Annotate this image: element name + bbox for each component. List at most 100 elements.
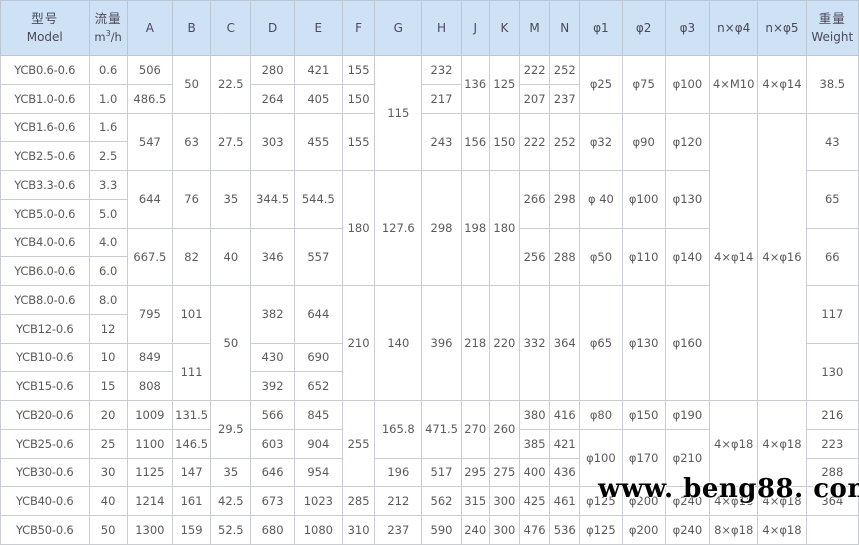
cell-J: 315: [460, 486, 490, 516]
cell-phi3: φ210: [664, 428, 711, 488]
cell-G: 237: [374, 515, 423, 545]
cell-H: 298: [421, 170, 462, 286]
cell-flow: 20: [88, 400, 128, 430]
cell-A: 849: [126, 342, 173, 373]
cell-N: 298: [549, 170, 581, 229]
cell-phi1: φ125: [579, 486, 623, 516]
header-model-en: Model: [26, 30, 63, 45]
cell-nphi4: 4×φ18: [709, 399, 759, 488]
header-weight: 重量 Weight: [805, 0, 859, 56]
cell-N: 364: [549, 285, 581, 401]
cell-model: YCB3.3-0.6: [0, 170, 90, 200]
cell-weight: 66: [805, 227, 859, 286]
cell-B: 147: [171, 457, 212, 488]
cell-phi2: φ75: [621, 55, 666, 114]
cell-phi3: φ120: [664, 112, 711, 171]
cell-F: 155: [341, 55, 376, 85]
cell-D: 303: [250, 112, 295, 171]
cell-B: 50: [171, 55, 212, 114]
header-nphi5: n×φ5: [757, 0, 807, 56]
cell-phi2: φ100: [621, 170, 666, 229]
header-D: D: [250, 0, 295, 56]
cell-A: 1100: [126, 428, 173, 459]
cell-model: YCB15-0.6: [0, 371, 90, 401]
cell-weight: 65: [805, 170, 859, 229]
cell-nphi5: 4×φ18: [757, 486, 807, 516]
table-row: YCB20-0.6 20 1009 131.5 29.5 566 845 255…: [0, 399, 859, 488]
cell-G: 127.6: [374, 170, 423, 286]
cell-flow: 5.0: [88, 198, 128, 229]
flow-unit-tail: /h: [110, 30, 122, 45]
cell-B: 101: [171, 285, 212, 344]
cell-phi1: φ100: [579, 428, 623, 488]
cell-E: 690: [293, 342, 343, 373]
cell-phi1: φ 40: [579, 170, 623, 229]
cell-model: YCB25-0.6: [0, 428, 90, 459]
cell-phi3: φ100: [664, 55, 711, 114]
table-header: 型号 Model 流量 m3/h A B C D E F G H J K M N…: [0, 0, 859, 56]
cell-D: 646: [250, 457, 295, 488]
table-row: YCB1.6-0.6 1.6 547 63 27.5 303 455 155 2…: [0, 112, 859, 401]
cell-flow: 3.3: [88, 170, 128, 200]
cell-phi2: φ200: [621, 486, 666, 516]
cell-phi3: φ140: [664, 227, 711, 286]
cell-D: 346: [250, 227, 295, 286]
cell-phi2: φ170: [621, 428, 666, 488]
header-F: F: [341, 0, 376, 56]
cell-J: 136: [460, 55, 490, 114]
header-J: J: [460, 0, 490, 56]
cell-flow: 2.5: [88, 141, 128, 171]
header-phi2: φ2: [621, 0, 666, 56]
cell-E: 405: [293, 83, 343, 114]
cell-flow: 12: [88, 313, 128, 344]
cell-G: 165.8: [374, 400, 423, 459]
cell-A: 1214: [126, 486, 173, 516]
cell-E: 954: [293, 457, 343, 488]
cell-nphi5: 4×φ16: [757, 112, 807, 401]
cell-A: 506: [126, 55, 173, 85]
cell-C: 35: [210, 457, 252, 488]
cell-B: 82: [171, 227, 212, 286]
header-flow: 流量 m3/h: [88, 0, 128, 56]
cell-flow: 1.0: [88, 83, 128, 114]
cell-model: YCB1.0-0.6: [0, 83, 90, 114]
cell-H: 471.5: [421, 400, 462, 459]
table-row: YCB12-0.6 12: [0, 313, 859, 344]
cell-M: 425: [518, 486, 551, 516]
cell-J: 240: [460, 515, 490, 545]
cell-nphi4: 8×φ18: [709, 515, 759, 545]
cell-E: 1023: [293, 486, 343, 516]
cell-G: 212: [374, 486, 423, 516]
table-row: YCB3.3-0.6 3.3 644 76 35 344.5 544.5 180…: [0, 170, 859, 286]
cell-phi2: φ200: [621, 515, 666, 545]
cell-phi2: φ150: [621, 400, 666, 430]
cell-E: 652: [293, 371, 343, 401]
cell-M: 266: [518, 170, 551, 229]
cell-flow: 6.0: [88, 256, 128, 286]
cell-N: 252: [549, 55, 581, 85]
cell-A: 667.5: [126, 227, 173, 286]
cell-nphi4: 4×M10: [709, 55, 759, 114]
header-nphi4: n×φ4: [709, 0, 759, 56]
cell-flow: 10: [88, 342, 128, 373]
cell-phi3: φ240: [664, 486, 711, 516]
cell-M: 332: [518, 285, 551, 401]
cell-nphi4: 4×φ14: [709, 112, 759, 401]
header-N: N: [549, 0, 581, 56]
cell-phi3: φ160: [664, 285, 711, 401]
table-row: YCB30-0.6 30 1125 147 35 646 954 196 517…: [0, 457, 859, 488]
cell-N: 237: [549, 83, 581, 114]
cell-B: 161: [171, 486, 212, 516]
cell-model: YCB40-0.6: [0, 486, 90, 516]
cell-F: 285: [341, 486, 376, 516]
cell-weight: 288: [805, 457, 859, 488]
cell-A: 547: [126, 112, 173, 171]
cell-K: 180: [488, 170, 520, 286]
cell-D: 680: [250, 515, 295, 545]
flow-unit-base: m: [94, 30, 106, 45]
cell-C: 27.5: [210, 112, 252, 171]
table-row: YCB0.6-0.6 0.6 506 50 22.5 280 421 155 1…: [0, 55, 859, 171]
cell-B: 159: [171, 515, 212, 545]
cell-H: 396: [421, 285, 462, 401]
